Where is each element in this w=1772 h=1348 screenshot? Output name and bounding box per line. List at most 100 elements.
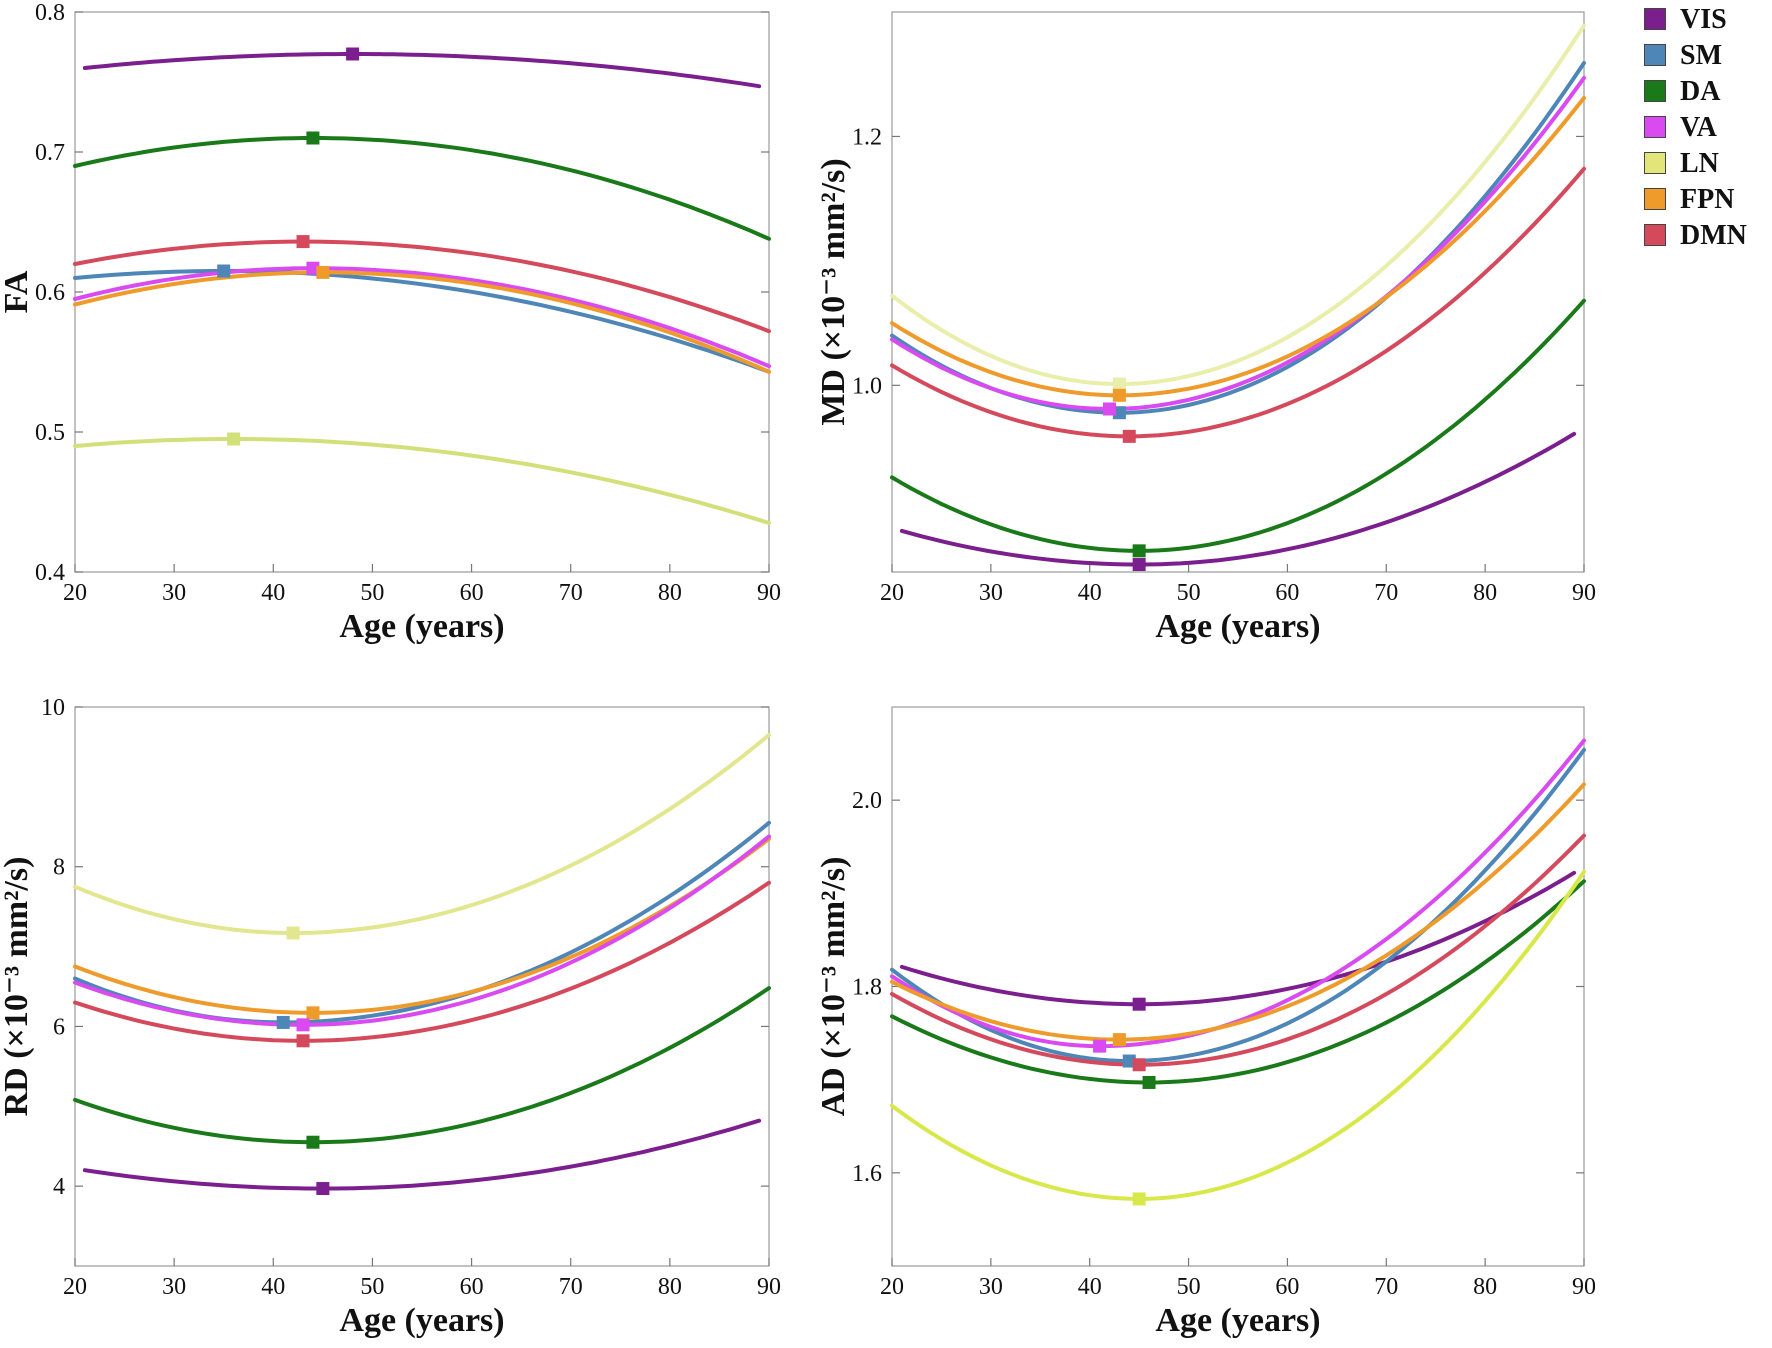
x-axis-label-rd: Age (years) <box>339 1302 504 1339</box>
legend-swatch-va <box>1644 116 1666 138</box>
legend-label-fpn: FPN <box>1680 184 1735 215</box>
series-line-vis <box>82 52 762 89</box>
legend-label-ln: LN <box>1680 148 1719 179</box>
series-line-vis <box>82 1118 762 1191</box>
legend-swatch-dmn <box>1644 224 1666 246</box>
x-tick-label: 80 <box>658 1274 682 1300</box>
legend-swatch-vis <box>1644 8 1666 30</box>
y-tick-label: 0.8 <box>35 0 65 26</box>
series-line-dmn <box>890 833 1586 1067</box>
vertex-marker-dmn <box>296 235 310 249</box>
vertex-marker-fpn <box>1112 388 1126 402</box>
x-tick-label: 60 <box>1275 580 1299 606</box>
vertex-marker-dmn <box>1122 429 1136 443</box>
y-axis-label-rd: RD (×10⁻³ mm²/s) <box>0 857 35 1117</box>
vertex-marker-sm <box>276 1015 290 1029</box>
vertex-marker-va <box>1102 402 1116 416</box>
legend-label-va: VA <box>1680 112 1717 143</box>
x-tick-label: 50 <box>1177 580 1201 606</box>
x-tick-label: 30 <box>162 1274 186 1300</box>
x-tick-label: 90 <box>1572 1274 1596 1300</box>
x-tick-label: 70 <box>1374 580 1398 606</box>
y-tick-label: 2.0 <box>852 788 882 814</box>
y-tick-label: 0.7 <box>35 140 65 166</box>
legend-item-sm[interactable]: SM <box>1640 38 1770 74</box>
vertex-marker-ln <box>227 432 241 446</box>
series-line-sm <box>73 820 771 1025</box>
y-axis-label-ad: AD (×10⁻³ mm²/s) <box>815 857 852 1117</box>
series-line-sm <box>890 747 1586 1064</box>
series-line-fpn <box>890 95 1586 398</box>
legend-swatch-sm <box>1644 44 1666 66</box>
series-line-dmn <box>73 880 771 1043</box>
legend-item-ln[interactable]: LN <box>1640 146 1770 182</box>
series-line-va <box>890 738 1586 1049</box>
vertex-marker-vis <box>1132 558 1146 572</box>
legend: VIS SM DA VA LN FPN DMN <box>1640 2 1770 254</box>
y-axis-label-fa: FA <box>0 270 35 313</box>
series-line-va <box>73 834 771 1027</box>
vertex-marker-dmn <box>1132 1058 1146 1072</box>
x-axis-label-md: Age (years) <box>1155 608 1320 645</box>
series-line-va <box>890 76 1586 412</box>
y-tick-label: 1.8 <box>852 975 882 1001</box>
series-line-da <box>890 298 1586 553</box>
legend-item-da[interactable]: DA <box>1640 74 1770 110</box>
y-tick-label: 10 <box>41 695 65 721</box>
vertex-marker-fpn <box>1112 1033 1126 1047</box>
x-tick-label: 30 <box>979 580 1003 606</box>
x-tick-label: 40 <box>261 1274 285 1300</box>
legend-swatch-ln <box>1644 152 1666 174</box>
legend-item-dmn[interactable]: DMN <box>1640 218 1770 254</box>
x-tick-label: 90 <box>757 580 781 606</box>
legend-item-va[interactable]: VA <box>1640 110 1770 146</box>
x-tick-label: 40 <box>261 580 285 606</box>
vertex-marker-va <box>1093 1039 1107 1053</box>
series-line-vis <box>899 870 1577 1007</box>
vertex-marker-vis <box>1132 997 1146 1011</box>
series-line-dmn <box>73 239 771 334</box>
series-line-fpn <box>73 836 771 1015</box>
y-tick-label: 0.4 <box>35 560 65 586</box>
legend-label-sm: SM <box>1680 40 1722 71</box>
legend-item-vis[interactable]: VIS <box>1640 2 1770 38</box>
series-line-da <box>890 879 1586 1085</box>
x-tick-label: 50 <box>360 1274 384 1300</box>
series-line-ln <box>890 869 1586 1201</box>
x-tick-label: 70 <box>559 580 583 606</box>
plot-frame-md <box>891 11 1585 573</box>
vertex-marker-vis <box>316 1182 330 1196</box>
y-tick-label: 1.6 <box>852 1161 882 1187</box>
vertex-marker-sm <box>1122 1054 1136 1068</box>
x-tick-label: 50 <box>1177 1274 1201 1300</box>
y-tick-label: 1.2 <box>852 124 882 150</box>
series-line-da <box>73 136 771 241</box>
x-tick-label: 60 <box>460 580 484 606</box>
vertex-marker-vis <box>346 47 360 61</box>
panel-ad: 20 30 40 50 60 70 80 90 1.6 1.8 2.0 Age (years) AD (… <box>815 706 1596 1339</box>
x-tick-label: 90 <box>757 1274 781 1300</box>
x-tick-label: 40 <box>1078 580 1102 606</box>
y-tick-label: 8 <box>53 855 65 881</box>
series-line-ln <box>890 23 1586 387</box>
x-tick-label: 20 <box>880 1274 904 1300</box>
vertex-marker-ln <box>1132 1192 1146 1206</box>
vertex-marker-fpn <box>316 265 330 279</box>
x-tick-label: 90 <box>1572 580 1596 606</box>
series-line-vis <box>899 431 1577 567</box>
vertex-marker-da <box>1132 544 1146 558</box>
vertex-marker-da <box>306 1135 320 1149</box>
legend-item-fpn[interactable]: FPN <box>1640 182 1770 218</box>
series-line-ln <box>73 437 771 525</box>
y-tick-label: 0.5 <box>35 420 65 446</box>
legend-swatch-da <box>1644 80 1666 102</box>
series-line-dmn <box>890 166 1586 439</box>
legend-label-da: DA <box>1680 76 1721 107</box>
x-tick-label: 70 <box>1374 1274 1398 1300</box>
series-line-va <box>73 266 771 369</box>
series-line-sm <box>73 269 771 374</box>
x-tick-label: 30 <box>162 580 186 606</box>
panel-md: 20 30 40 50 60 70 80 90 1.0 1.2 Age (years) MD (×10… <box>815 11 1596 645</box>
x-tick-label: 60 <box>1275 1274 1299 1300</box>
y-tick-label: 4 <box>53 1174 65 1200</box>
